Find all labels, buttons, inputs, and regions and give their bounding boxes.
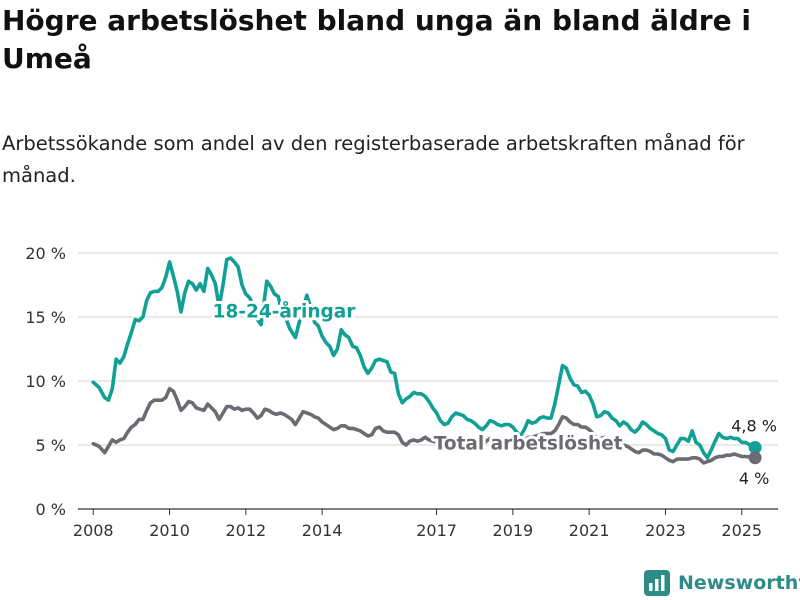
gridlines	[78, 252, 778, 510]
x-tick-label: 2021	[569, 521, 610, 540]
youth-end-value: 4,8 %	[731, 417, 777, 436]
y-tick-label: 10 %	[25, 372, 66, 391]
total-series-label: Total arbetslöshet	[434, 433, 623, 454]
y-tick-label: 5 %	[36, 436, 66, 455]
line-chart: 0 %5 %10 %15 %20 % 2008 2010 2012 2014 2017 2…	[25, 244, 778, 540]
youth-unemployment-line	[91, 256, 757, 460]
total-unemployment-line	[91, 386, 757, 465]
x-tick-label: 2017	[416, 521, 457, 540]
chart-subtitle: Arbetssökande som andel av den registerb…	[2, 132, 745, 187]
youth-series-label: 18-24-åringar	[213, 301, 357, 323]
bar-chart-icon	[644, 570, 670, 596]
series-end-markers: 4,8 % 4 %	[731, 417, 777, 488]
series-annotations: 18-24-åringar Total arbetslöshet	[210, 298, 626, 458]
y-tick-label: 0 %	[36, 500, 66, 519]
x-tick-label: 2023	[645, 521, 686, 540]
series-lines	[91, 256, 757, 465]
x-tick-label: 2012	[225, 521, 266, 540]
x-tick-label: 2010	[149, 521, 190, 540]
x-axis: 2008 2010 2012 2014 2017 2019 2021 2023 2025	[73, 509, 762, 540]
x-tick-label: 2008	[73, 521, 114, 540]
total-end-dot	[748, 451, 762, 465]
chart-title: Högre arbetslöshet bland unga än bland ä…	[2, 4, 751, 75]
x-tick-label: 2019	[493, 521, 534, 540]
x-tick-label: 2025	[721, 521, 762, 540]
newsworthy-logo: Newsworthy	[644, 568, 800, 598]
brand-name: Newsworthy	[678, 572, 800, 594]
total-end-value: 4 %	[739, 469, 769, 488]
y-tick-label: 20 %	[25, 244, 66, 263]
youth-end-dot	[748, 441, 762, 455]
y-tick-label: 15 %	[25, 308, 66, 327]
x-tick-label: 2014	[302, 521, 343, 540]
y-axis: 0 % 5 % 10 % 15 % 20 %	[25, 244, 66, 519]
